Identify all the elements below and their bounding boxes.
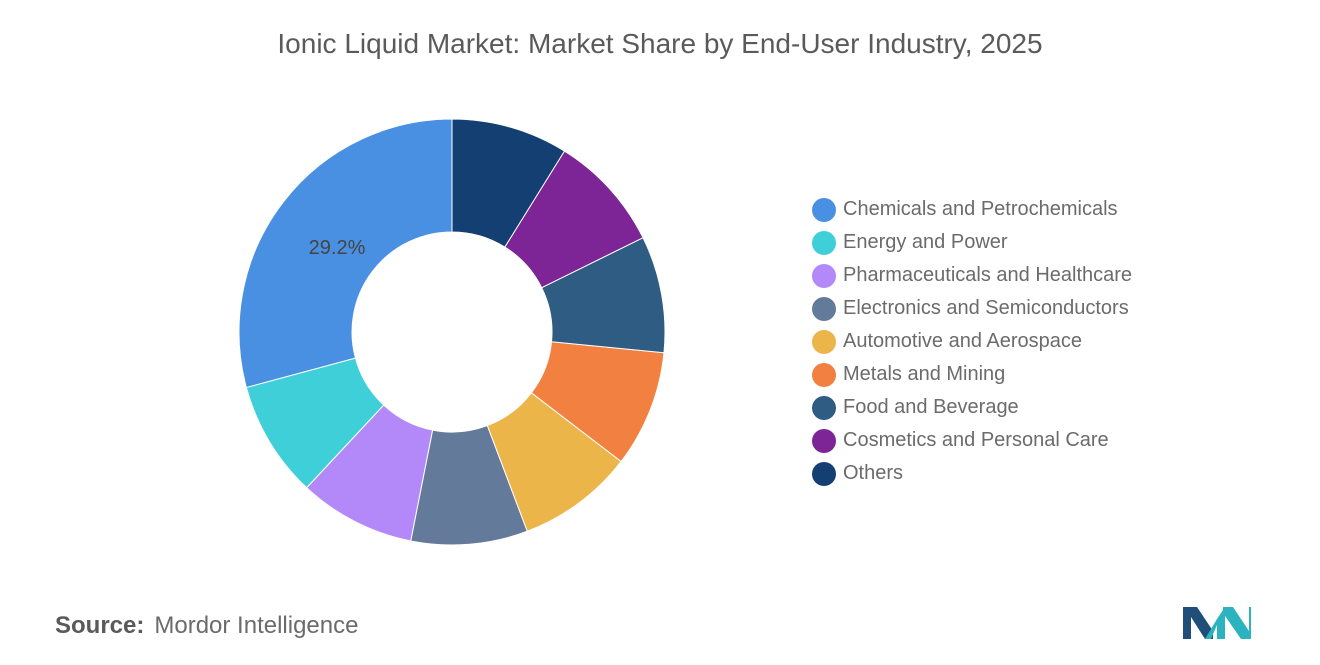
legend-swatch <box>812 461 836 486</box>
legend: Chemicals and Petrochemicals Energy and P… <box>812 193 1132 490</box>
legend-item: Electronics and Semiconductors <box>812 292 1132 325</box>
legend-swatch <box>812 329 836 354</box>
legend-item: Others <box>812 457 1132 490</box>
legend-item: Automotive and Aerospace <box>812 325 1132 358</box>
legend-label: Metals and Mining <box>843 363 1006 385</box>
legend-swatch <box>812 395 836 420</box>
legend-item: Food and Beverage <box>812 391 1132 424</box>
legend-label: Cosmetics and Personal Care <box>843 429 1109 451</box>
slice-pharmaceuticals-and-healthcare <box>305 404 434 542</box>
legend-label: Food and Beverage <box>843 396 1019 418</box>
chart-title: Ionic Liquid Market: Market Share by End… <box>277 28 1043 59</box>
source-note: Source: Mordor Intelligence <box>55 612 358 640</box>
legend-swatch <box>812 230 836 255</box>
legend-item: Pharmaceuticals and Healthcare <box>812 259 1132 292</box>
slice-others <box>451 118 566 248</box>
legend-label: Pharmaceuticals and Healthcare <box>843 264 1133 286</box>
legend-item: Chemicals and Petrochemicals <box>812 193 1132 226</box>
slice-cosmetics-and-personal-care <box>504 150 644 289</box>
legend-swatch <box>812 362 836 387</box>
slice-food-and-beverage <box>540 237 666 354</box>
legend-item: Cosmetics and Personal Care <box>812 424 1132 457</box>
slice-automotive-and-aerospace <box>486 392 622 532</box>
legend-swatch <box>812 197 836 222</box>
legend-label: Energy and Power <box>843 231 1008 253</box>
legend-swatch <box>812 428 836 453</box>
legend-item: Metals and Mining <box>812 358 1132 391</box>
legend-label: Automotive and Aerospace <box>843 330 1083 352</box>
legend-label: Electronics and Semiconductors <box>843 297 1129 319</box>
legend-swatch <box>812 263 836 288</box>
source-text: Mordor Intelligence <box>154 612 359 639</box>
slice-chemicals-and-petrochemicals <box>238 118 453 389</box>
legend-swatch <box>812 296 836 321</box>
slice-metals-and-mining <box>530 341 665 463</box>
legend-label: Chemicals and Petrochemicals <box>843 198 1118 220</box>
data-label: 29.2% <box>309 237 366 259</box>
mordor-intelligence-logo <box>1183 607 1251 639</box>
legend-item: Energy and Power <box>812 226 1132 259</box>
source-label: Source: <box>55 612 145 639</box>
slice-energy-and-power <box>245 357 385 489</box>
legend-label: Others <box>843 462 904 484</box>
